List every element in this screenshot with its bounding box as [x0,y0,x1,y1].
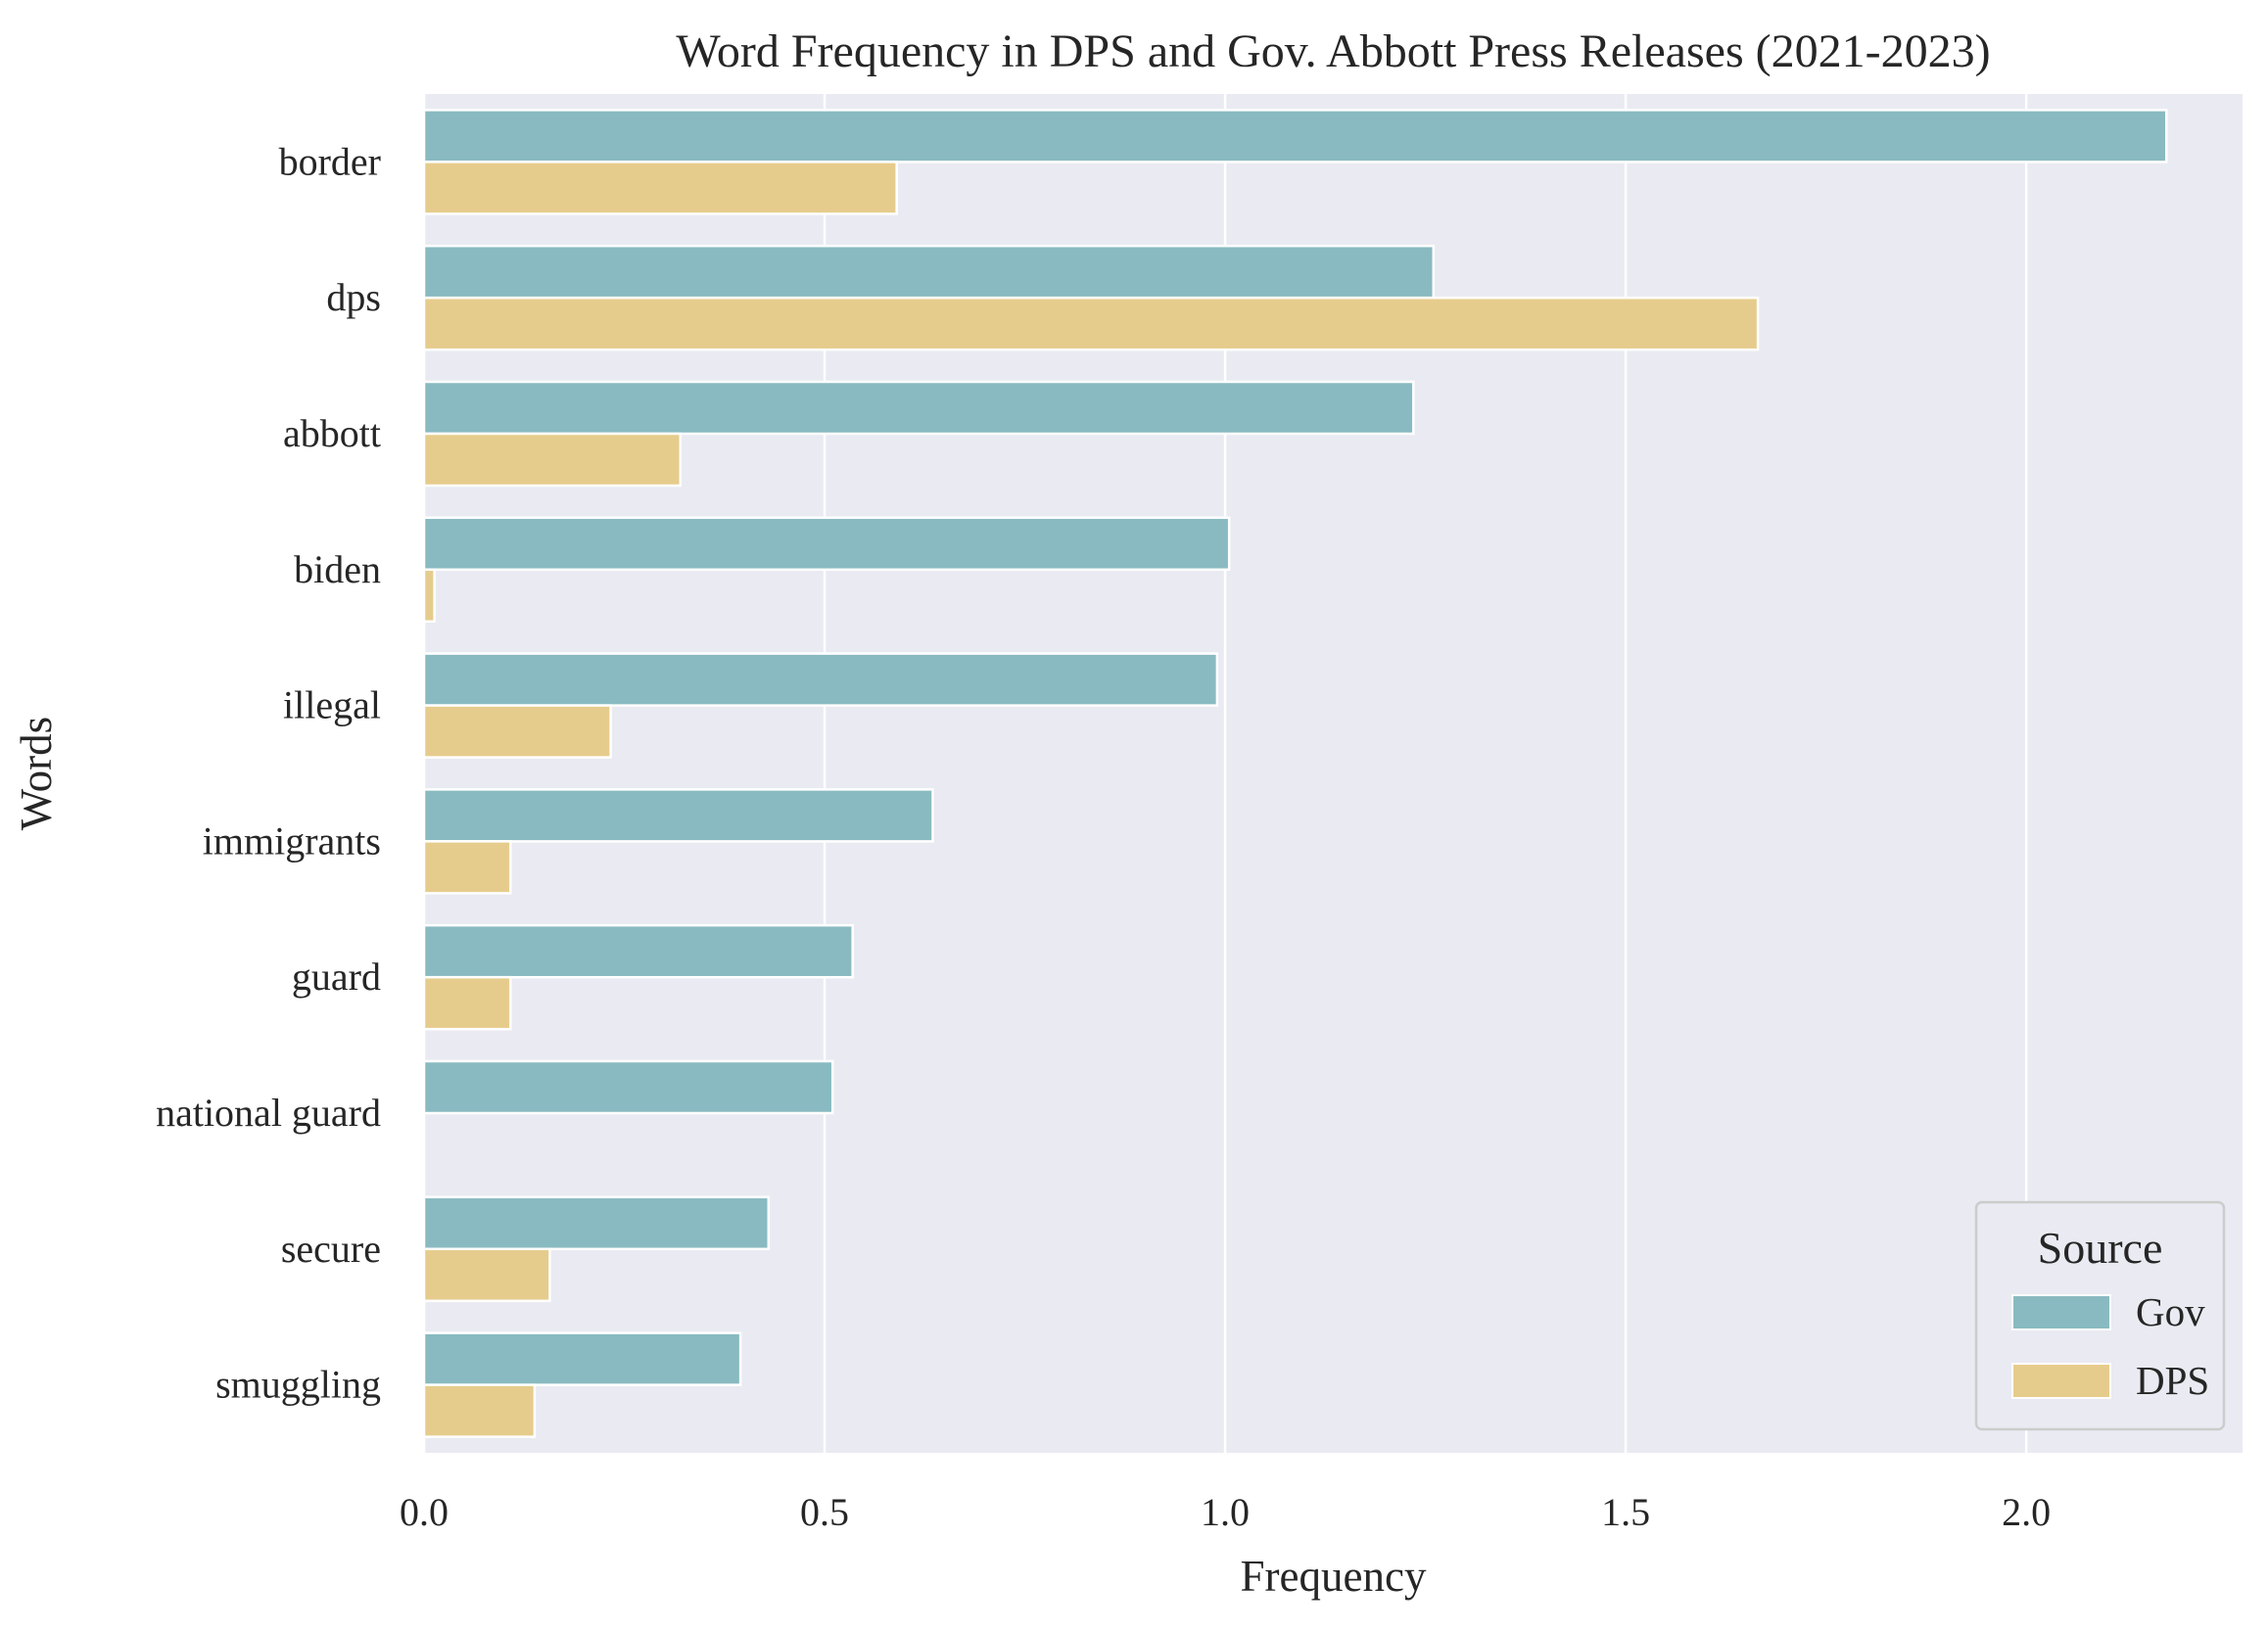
y-tick-label: biden [294,547,381,591]
legend-title: Source [2038,1223,2163,1273]
y-tick-label: border [279,139,381,183]
bar-gov-national-guard [422,1059,834,1115]
legend-label-gov: Gov [2136,1289,2205,1334]
bar-gov-dps [422,244,1436,300]
bar-gov-biden [422,516,1231,572]
y-tick-label: illegal [283,683,381,727]
bar-dps-secure [422,1247,551,1303]
y-tick-label: national guard [156,1091,381,1135]
x-axis-tick-labels: 0.0 0.5 1.0 1.5 2.0 [400,1490,2051,1534]
y-axis-label: Words [12,717,61,830]
y-axis-tick-labels: border dps abbott biden illegal immigrants gua… [156,139,381,1406]
bar-gov-border [422,109,2168,163]
legend: Source Gov DPS [1974,1200,2226,1431]
x-axis-label: Frequency [1241,1552,1427,1601]
bar-gov-abbott [422,380,1415,436]
chart-title: Word Frequency in DPS and Gov. Abbott Pr… [676,25,1990,77]
bar-dps-guard [422,975,512,1031]
y-tick-label: guard [292,955,381,999]
legend-swatch-gov [2011,1294,2111,1330]
bar-dps-abbott [422,432,683,488]
bar-gov-illegal [422,652,1219,707]
y-tick-label: smuggling [215,1363,381,1407]
x-tick-label: 0.0 [400,1490,449,1534]
bar-dps-dps [422,296,1760,351]
x-tick-label: 1.0 [1201,1490,1250,1534]
bar-gov-secure [422,1195,771,1251]
bar-dps-border [422,161,898,215]
bar-dps-illegal [422,704,612,759]
y-tick-label: secure [281,1227,381,1271]
bar-dps-biden [422,568,436,624]
legend-swatch-dps [2011,1363,2111,1399]
bar-gov-guard [422,923,854,979]
y-tick-label: abbott [283,411,381,455]
bar-gov-smuggling [422,1331,742,1386]
bar-dps-smuggling [422,1383,537,1438]
bar-dps-immigrants [422,840,512,895]
y-tick-label: dps [326,275,381,319]
legend-label-dps: DPS [2136,1358,2209,1403]
x-tick-label: 1.5 [1601,1490,1650,1534]
bar-gov-immigrants [422,788,934,843]
x-tick-label: 2.0 [2002,1490,2051,1534]
bars [422,109,2168,1438]
y-tick-label: immigrants [203,818,381,862]
x-tick-label: 0.5 [800,1490,849,1534]
